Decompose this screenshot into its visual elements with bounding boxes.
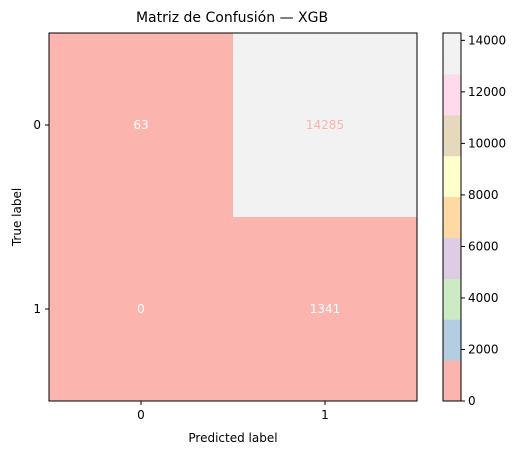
heatmap-cell	[49, 217, 234, 402]
colorbar-segment	[443, 155, 461, 198]
colorbar-segment	[443, 114, 461, 157]
colorbar-tick-label: 4000	[468, 291, 499, 305]
colorbar-tick-label: 10000	[468, 136, 506, 150]
cell-value-labels: 63 14285 0 1341	[133, 118, 344, 316]
cell-value-label: 63	[133, 118, 148, 132]
colorbar-segment	[443, 73, 461, 116]
heatmap-cells	[49, 33, 418, 402]
y-tick-label: 0	[33, 118, 41, 132]
x-tick-label: 0	[137, 408, 145, 422]
colorbar-segment	[443, 33, 461, 75]
y-axis: 01	[33, 118, 49, 316]
chart-title: Matriz de Confusión — XGB	[136, 10, 328, 26]
x-axis-label: Predicted label	[188, 431, 277, 445]
heatmap-cell	[49, 33, 234, 218]
colorbar-segment	[443, 278, 461, 320]
colorbar: 0 2000 4000 6000 8000 10000 12000 14000	[442, 32, 506, 408]
y-axis-label: True label	[10, 188, 24, 247]
colorbar-tick-label: 12000	[468, 85, 506, 99]
heatmap-cell	[233, 217, 418, 402]
cell-value-label: 1341	[310, 302, 341, 316]
heatmap-cell	[233, 33, 418, 218]
y-tick-label: 1	[33, 302, 41, 316]
colorbar-segment	[443, 319, 461, 361]
cell-value-label: 0	[137, 302, 145, 316]
colorbar-segment	[443, 360, 461, 402]
cell-value-label: 14285	[306, 118, 344, 132]
colorbar-tick-label: 14000	[468, 33, 506, 47]
colorbar-segment	[443, 237, 461, 279]
colorbar-frame	[442, 32, 462, 402]
colorbar-segment	[443, 196, 461, 238]
plot-frame	[48, 32, 418, 402]
colorbar-tick-label: 0	[468, 394, 476, 408]
colorbar-tick-label: 8000	[468, 188, 499, 202]
colorbar-tick-label: 6000	[468, 239, 499, 253]
colorbar-tick-label: 2000	[468, 342, 499, 356]
x-tick-label: 1	[321, 408, 329, 422]
